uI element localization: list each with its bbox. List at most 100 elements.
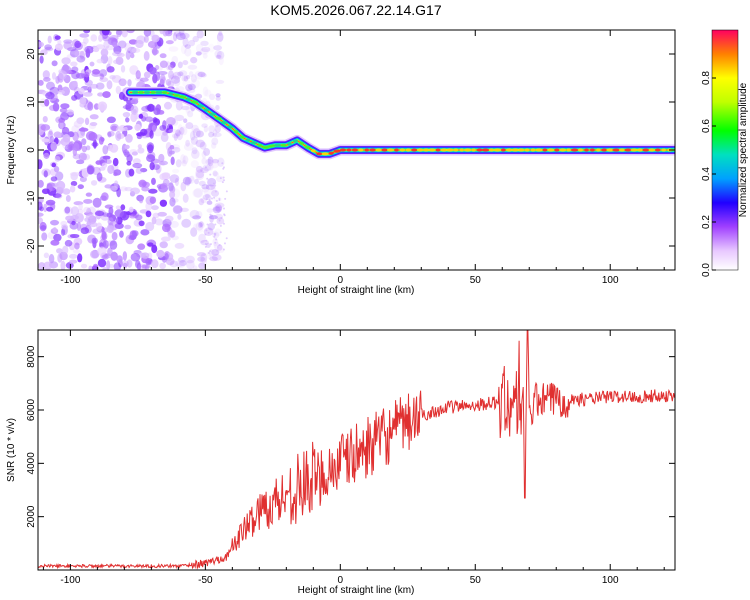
noise-blob <box>122 251 128 261</box>
noise-blob <box>200 222 205 229</box>
noise-blob <box>159 241 168 249</box>
noise-dot <box>206 177 209 180</box>
noise-blob <box>121 30 128 38</box>
noise-blob <box>90 250 100 259</box>
noise-blob <box>179 126 188 136</box>
noise-blob <box>135 70 141 80</box>
ridge-speckle <box>268 144 276 148</box>
spectrogram-x-ticks: -100 -50 0 50 100 <box>42 30 665 286</box>
noise-blob <box>100 48 109 57</box>
noise-blob <box>115 30 122 38</box>
noise-blob <box>53 166 60 173</box>
noise-blob <box>164 252 169 260</box>
x-tick-label: -100 <box>60 275 80 286</box>
noise-blob <box>199 48 209 55</box>
ridge-speckle <box>488 148 495 152</box>
noise-blob <box>159 124 167 131</box>
noise-blob <box>50 219 60 226</box>
spectrogram-y-ticks: -20 -10 0 10 20 <box>26 48 675 253</box>
noise-blob <box>209 159 220 169</box>
ridge-speckle <box>369 148 377 152</box>
noise-blob <box>179 32 190 39</box>
noise-blob <box>74 242 80 250</box>
noise-blob <box>74 40 82 49</box>
noise-blob <box>86 165 95 175</box>
noise-blob <box>62 188 71 195</box>
noise-blob <box>125 50 131 60</box>
noise-dot <box>218 197 221 200</box>
noise-blob <box>149 162 155 171</box>
noise-blob <box>169 220 179 228</box>
noise-blob <box>214 50 222 58</box>
noise-blob <box>132 162 143 169</box>
noise-blob <box>106 224 115 234</box>
ridge-speckle <box>281 143 286 147</box>
noise-blob <box>72 249 81 254</box>
noise-blob <box>114 222 124 229</box>
noise-blob <box>199 256 208 267</box>
ridge-speckle <box>524 148 530 152</box>
noise-blob <box>97 92 104 97</box>
noise-blob <box>89 61 95 67</box>
noise-blob <box>215 96 221 101</box>
noise-blob <box>147 144 154 154</box>
noise-blob <box>204 89 212 97</box>
noise-blob <box>43 152 50 159</box>
noise-blob <box>206 200 213 205</box>
noise-blob <box>147 103 155 112</box>
noise-blob <box>65 262 74 269</box>
noise-blob <box>176 130 183 141</box>
noise-blob <box>79 50 85 59</box>
noise-blob <box>159 74 166 85</box>
noise-dot <box>204 245 207 248</box>
noise-blob <box>134 123 141 131</box>
noise-blob <box>55 180 66 191</box>
noise-blob <box>186 88 196 94</box>
ridge-speckle <box>351 148 358 152</box>
noise-blob <box>173 31 182 37</box>
noise-blob <box>62 133 71 143</box>
noise-blob <box>45 92 55 100</box>
noise-blob <box>139 77 149 82</box>
noise-blob <box>110 251 118 261</box>
x-tick-label: 100 <box>602 575 619 586</box>
noise-blob <box>53 233 62 242</box>
ridge-speckle <box>584 148 589 152</box>
noise-blob <box>169 174 180 183</box>
ridge-speckle <box>150 90 155 94</box>
y-tick-label: 6000 <box>26 398 37 421</box>
noise-blob <box>194 70 203 80</box>
snr-x-ticks: -100 -50 0 50 100 <box>42 330 665 586</box>
noise-blob <box>155 71 161 81</box>
ridge-speckle <box>654 148 661 152</box>
noise-blob <box>218 30 223 36</box>
noise-blob <box>198 233 206 243</box>
noise-blob <box>150 205 159 211</box>
noise-blob <box>45 81 55 91</box>
noise-blob <box>218 55 224 66</box>
noise-blob <box>176 262 186 268</box>
noise-blob <box>102 239 109 249</box>
noise-blob <box>130 53 135 59</box>
noise-blob <box>103 253 112 259</box>
noise-dot <box>212 182 215 185</box>
noise-blob <box>78 87 85 95</box>
noise-blob <box>197 222 203 228</box>
noise-blob <box>77 184 84 190</box>
noise-blob <box>103 40 110 49</box>
noise-blob <box>159 262 167 270</box>
noise-blob <box>203 125 209 133</box>
colorbar-ticks: 0.0 0.2 0.4 0.6 0.8 <box>701 71 716 277</box>
ridge-speckle <box>190 100 199 104</box>
ridge-speckle <box>601 148 608 152</box>
noise-blob <box>164 224 170 231</box>
noise-blob <box>100 234 107 241</box>
noise-blob <box>177 213 182 220</box>
noise-blob <box>63 206 74 215</box>
noise-blob <box>130 252 141 262</box>
noise-blob <box>131 47 141 53</box>
ridge-speckle <box>321 152 329 156</box>
noise-blob <box>66 54 76 59</box>
noise-dot <box>214 184 217 187</box>
